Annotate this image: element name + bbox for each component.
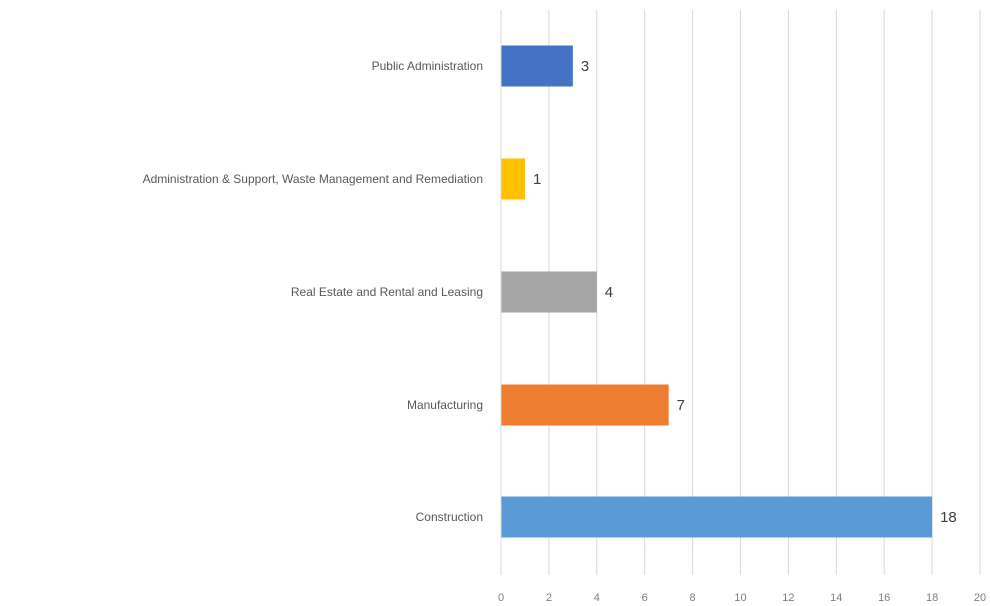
bars: [501, 45, 933, 538]
x-tick-label: 8: [690, 592, 696, 604]
x-tick-label: 20: [974, 592, 986, 604]
x-tick-label: 6: [642, 592, 648, 604]
data-label: 1: [533, 171, 541, 188]
bar: [501, 45, 573, 87]
data-label: 3: [581, 58, 589, 75]
category-label: Real Estate and Rental and Leasing: [291, 285, 483, 299]
x-tick-label: 2: [546, 592, 552, 604]
x-tick-label: 14: [830, 592, 842, 604]
x-tick-label: 12: [782, 592, 794, 604]
category-label: Administration & Support, Waste Manageme…: [143, 172, 483, 186]
bar: [501, 158, 525, 200]
category-label: Construction: [416, 510, 483, 524]
x-tick-label: 10: [734, 592, 746, 604]
data-label: 18: [940, 509, 957, 526]
data-label: 4: [605, 284, 613, 301]
bar: [501, 271, 597, 313]
x-tick-label: 16: [878, 592, 890, 604]
bar: [501, 384, 669, 426]
category-label: Public Administration: [372, 59, 483, 73]
x-tick-label: 18: [926, 592, 938, 604]
x-tick-label: 0: [498, 592, 504, 604]
category-label: Manufacturing: [407, 398, 483, 412]
gridlines: [548, 10, 981, 575]
data-label: 7: [677, 397, 685, 414]
x-tick-label: 4: [594, 592, 600, 604]
bar: [501, 496, 933, 538]
